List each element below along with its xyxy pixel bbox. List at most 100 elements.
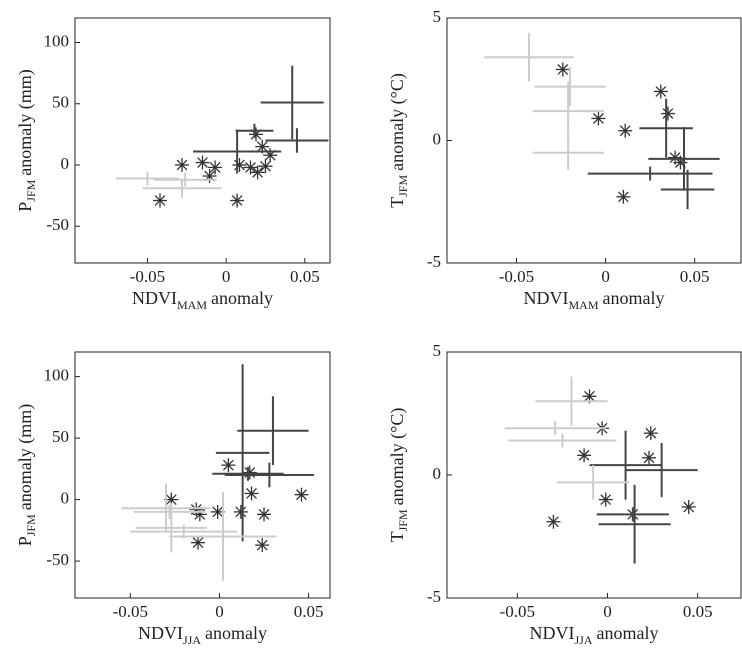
asterisk-point [258, 159, 273, 174]
y-tick-label: -50 [46, 550, 69, 569]
asterisk-stroke [669, 152, 681, 164]
asterisk-point [249, 127, 264, 142]
axis-label: NDVIJJA anomaly [530, 623, 659, 647]
asterisk-point [250, 165, 265, 180]
asterisk-stroke [176, 159, 188, 171]
label-rest: anomaly [597, 623, 659, 643]
asterisk-point [191, 535, 206, 550]
asterisk-stroke [252, 166, 264, 178]
asterisk-stroke [245, 162, 256, 173]
axes-box [74, 17, 331, 264]
asterisk-stroke [260, 160, 271, 172]
asterisk-point [294, 487, 309, 502]
asterisk-point [577, 448, 592, 463]
label-main: NDVI [530, 623, 575, 643]
x-tick-label: 0.05 [294, 602, 324, 621]
label-rest: anomaly (°C) [387, 408, 408, 506]
label-rest: anomaly (°C) [387, 73, 408, 171]
asterisk-stroke [258, 508, 270, 520]
label-main: T [387, 531, 407, 542]
x-tick-label: 0.05 [683, 602, 713, 621]
label-sub: JJA [183, 633, 201, 647]
asterisk-point [233, 504, 248, 519]
y-tick-label: 100 [44, 31, 70, 50]
asterisk-point [208, 160, 223, 175]
x-tick-label: 0.05 [290, 267, 320, 286]
x-tick-label: -0.05 [499, 267, 534, 286]
asterisk-point [230, 193, 245, 208]
asterisk-stroke [235, 506, 247, 518]
asterisk-stroke [593, 113, 604, 124]
asterisk-stroke [578, 449, 590, 461]
asterisk-stroke [165, 494, 177, 506]
y-tick-label: 0 [61, 489, 70, 508]
x-tick-label: -0.05 [500, 602, 535, 621]
axis-label: NDVIMAM anomaly [524, 288, 665, 312]
y-tick-label: -5 [427, 587, 441, 606]
asterisk-point [555, 62, 570, 77]
asterisk-stroke [645, 427, 657, 439]
label-sub: JFM [396, 175, 410, 197]
label-main: NDVI [132, 288, 177, 308]
x-tick-label: -0.05 [113, 602, 148, 621]
panel: -0.05 0 0.05 -5 0 5 NDVIMAM anomaly TJFM anomaly … [387, 7, 742, 312]
asterisk-point [244, 486, 259, 501]
asterisk-point [257, 507, 272, 522]
asterisk-point [175, 158, 190, 172]
label-sub: MAM [569, 298, 599, 312]
x-tick-label: 0 [215, 602, 224, 621]
asterisk-stroke [619, 125, 631, 137]
asterisk-point [642, 450, 657, 465]
x-tick-label: -0.05 [130, 267, 165, 286]
axis-label: NDVIJJA anomaly [138, 623, 267, 647]
label-rest: anomaly [603, 288, 665, 308]
asterisk-stroke [256, 141, 268, 153]
y-tick-label: 50 [52, 93, 69, 112]
asterisk-stroke [246, 488, 257, 499]
label-main: P [15, 536, 35, 546]
label-sub: JFM [396, 509, 410, 531]
asterisk-point [618, 123, 633, 138]
asterisk-point [598, 492, 613, 507]
label-rest: anomaly [211, 288, 273, 308]
asterisk-stroke [154, 195, 166, 206]
asterisk-point [153, 193, 167, 208]
asterisk-point [643, 426, 658, 441]
asterisk-point [255, 538, 270, 553]
panel: -0.05 0 0.05 -50 0 50 100 NDVIJJA anomaly PJFM ano… [15, 351, 331, 647]
asterisk-stroke [212, 506, 224, 518]
asterisk-stroke [662, 108, 674, 119]
asterisk-stroke [192, 537, 204, 549]
axis-label: PJFM anomaly (mm) [15, 404, 38, 547]
panel: -0.05 0 0.05 -5 0 5 NDVIJJA anomaly TJFM anomaly … [387, 341, 742, 647]
asterisk-stroke [557, 64, 569, 75]
label-main: NDVI [524, 288, 569, 308]
label-rest: anomaly (mm) [15, 69, 36, 175]
axis-label: TJFM anomaly (°C) [387, 73, 410, 208]
label-sub: JFM [24, 179, 38, 201]
asterisk-point [192, 507, 207, 522]
label-sub: JFM [24, 514, 38, 536]
asterisk-point [242, 465, 257, 480]
asterisk-stroke [600, 494, 612, 506]
asterisk-point [546, 514, 561, 529]
y-tick-label: 0 [61, 154, 70, 173]
asterisk-point [616, 189, 631, 204]
asterisk-stroke [548, 516, 559, 528]
asterisk-point [591, 111, 606, 126]
asterisk-stroke [643, 452, 655, 464]
label-rest: anomaly (mm) [15, 404, 36, 510]
y-tick-label: 50 [52, 427, 69, 446]
asterisk-stroke [209, 162, 221, 173]
asterisk-stroke [683, 501, 695, 513]
panel: -0.05 0 0.05 -50 0 50 100 NDVIMAM anomaly PJFM ano… [15, 17, 331, 312]
axes-box [446, 351, 742, 599]
asterisk-stroke [617, 191, 629, 203]
asterisk-stroke [222, 459, 234, 471]
y-tick-label: 5 [433, 7, 442, 26]
axis-label: PJFM anomaly (mm) [15, 69, 38, 212]
axis-label: NDVIMAM anomaly [132, 288, 273, 312]
x-tick-label: 0 [222, 267, 231, 286]
asterisk-point [681, 499, 696, 514]
